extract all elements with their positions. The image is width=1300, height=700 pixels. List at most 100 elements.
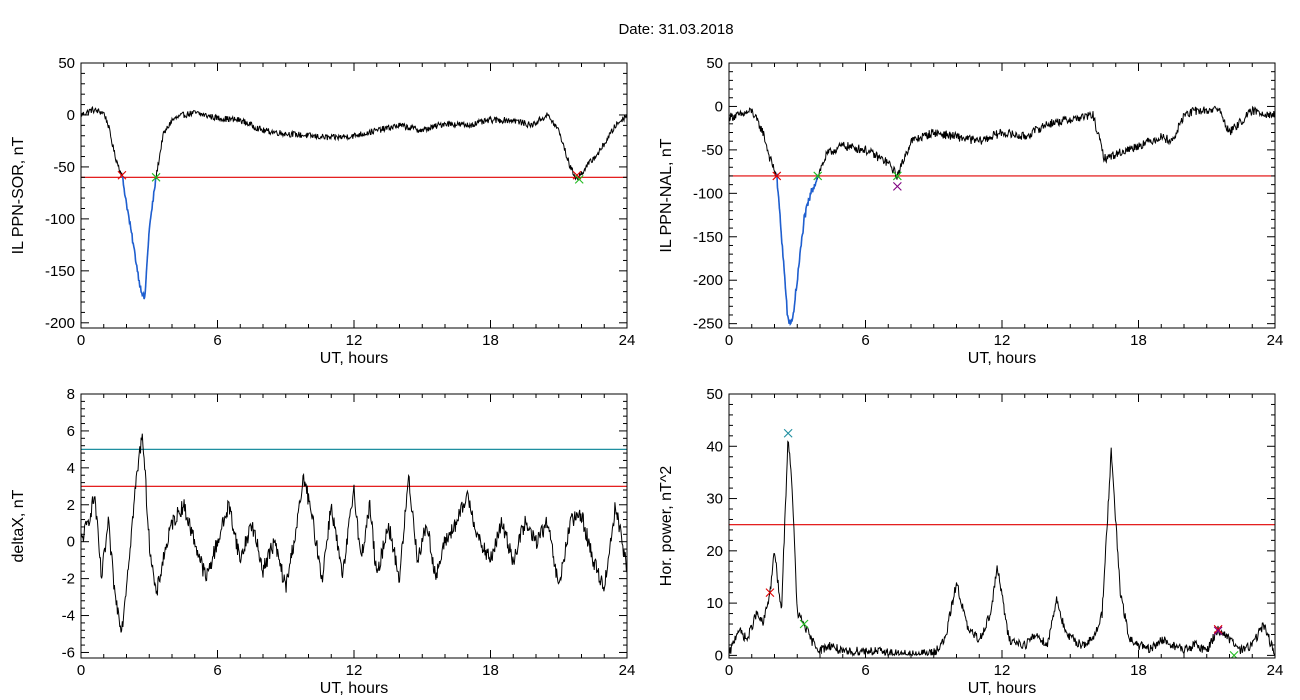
y-tick-label: 0 <box>715 647 723 664</box>
y-tick-label: -6 <box>62 644 75 661</box>
y-tick-label: -4 <box>62 608 75 625</box>
y-tick-label: -150 <box>45 263 75 280</box>
y-tick-label: -200 <box>693 272 723 289</box>
y-axis-label: deltaX, nT <box>10 489 27 562</box>
y-tick-label: 6 <box>67 423 75 440</box>
x-tick-label: 6 <box>213 332 221 349</box>
x-tick-label: 18 <box>1130 332 1147 349</box>
y-axis-label: IL PPN-NAL, nT <box>658 138 675 252</box>
event-marker-stroke <box>892 181 902 191</box>
event-marker-2 <box>799 619 809 629</box>
event-marker-1 <box>783 428 793 438</box>
plot-area <box>81 433 627 633</box>
highlighted-event-segment <box>121 175 157 300</box>
panel-il-ppn-sor: 0 6 12 18 24 50 0 -50 -100 -150 -200 UT, hours IL PP… <box>10 55 635 367</box>
event-marker-stroke <box>572 170 582 180</box>
x-axis-label: UT, hours <box>320 350 388 367</box>
event-marker-stroke <box>813 171 823 181</box>
event-marker-stroke <box>1213 624 1223 634</box>
figure-title: Date: 31.03.2018 <box>618 21 733 38</box>
y-tick-label: -100 <box>45 211 75 228</box>
y-tick-label: -250 <box>693 316 723 333</box>
y-tick-label: 50 <box>706 386 723 403</box>
event-marker-stroke <box>117 170 127 180</box>
y-tick-label: 0 <box>67 534 75 551</box>
plot-area <box>729 105 1275 327</box>
event-marker-0 <box>117 170 127 180</box>
y-axis-label: IL PPN-SOR, nT <box>10 136 27 254</box>
plot-area <box>729 428 1275 658</box>
x-tick-label: 0 <box>725 332 733 349</box>
panel-delta-x: 0 6 12 18 24 8 6 4 2 0 -2 -4 -6 UT, hours deltaX, nT <box>10 386 635 697</box>
x-tick-label: 18 <box>482 332 499 349</box>
x-tick-label: 12 <box>994 662 1011 679</box>
x-tick-label: 12 <box>994 332 1011 349</box>
x-tick-label: 0 <box>77 332 85 349</box>
event-marker-2 <box>892 181 902 191</box>
y-tick-label: 30 <box>706 491 723 508</box>
x-tick-label: 24 <box>1267 332 1284 349</box>
event-marker-3 <box>892 171 902 181</box>
y-axis-label: Hor. power, nT^2 <box>658 466 675 587</box>
series-line-0 <box>729 440 1275 657</box>
y-tick-label: -200 <box>45 315 75 332</box>
panel-hor-power: 0 6 12 18 24 50 40 30 20 10 0 UT, hours Hor. power, … <box>658 386 1283 697</box>
plot-frame <box>728 62 1276 329</box>
y-tick-label: -150 <box>693 229 723 246</box>
x-axis-label: UT, hours <box>320 680 388 697</box>
event-marker-2 <box>572 170 582 180</box>
x-tick-label: 0 <box>725 662 733 679</box>
plot-area <box>81 105 627 300</box>
y-tick-label: 40 <box>706 438 723 455</box>
event-marker-stroke <box>892 171 902 181</box>
y-tick-label: -2 <box>62 571 75 588</box>
y-tick-label: -50 <box>701 142 723 159</box>
y-tick-label: -100 <box>693 185 723 202</box>
series-line-0 <box>729 105 1275 326</box>
event-marker-stroke <box>1230 650 1239 658</box>
x-tick-label: 6 <box>861 332 869 349</box>
event-marker-4 <box>1213 626 1223 636</box>
event-marker-stroke <box>151 172 161 182</box>
x-tick-label: 24 <box>619 662 636 679</box>
event-marker-3 <box>1213 624 1223 634</box>
y-tick-label: 50 <box>706 55 723 72</box>
x-tick-label: 18 <box>1130 662 1147 679</box>
x-tick-label: 6 <box>861 662 869 679</box>
event-marker-stroke <box>772 171 782 181</box>
x-tick-label: 24 <box>1267 662 1284 679</box>
x-tick-label: 12 <box>346 332 363 349</box>
event-marker-0 <box>765 588 775 598</box>
event-marker-5 <box>1229 650 1239 658</box>
plot-frame <box>728 393 1276 659</box>
y-tick-label: 10 <box>706 595 723 612</box>
x-tick-label: 6 <box>213 662 221 679</box>
y-tick-label: -50 <box>53 159 75 176</box>
x-axis-label: UT, hours <box>968 350 1036 367</box>
highlighted-event-segment <box>776 173 819 327</box>
x-tick-label: 18 <box>482 662 499 679</box>
series-line-0 <box>81 433 627 633</box>
y-tick-label: 0 <box>67 107 75 124</box>
event-marker-stroke <box>799 619 809 629</box>
event-marker-stroke <box>1213 626 1223 636</box>
x-tick-label: 12 <box>346 662 363 679</box>
x-axis-label: UT, hours <box>968 680 1036 697</box>
event-marker-stroke <box>765 588 775 598</box>
y-tick-label: 20 <box>706 543 723 560</box>
y-tick-label: 0 <box>715 98 723 115</box>
event-marker-1 <box>813 171 823 181</box>
y-tick-label: 50 <box>58 55 75 72</box>
y-tick-label: 2 <box>67 497 75 514</box>
event-marker-0 <box>772 171 782 181</box>
event-marker-stroke <box>574 175 584 184</box>
series-line-0 <box>81 105 627 300</box>
y-tick-label: 4 <box>67 460 75 477</box>
x-tick-label: 0 <box>77 662 85 679</box>
plot-frame <box>80 62 628 329</box>
event-marker-3 <box>574 175 584 184</box>
event-marker-1 <box>151 172 161 182</box>
event-marker-stroke <box>783 428 793 438</box>
y-tick-label: 8 <box>67 386 75 403</box>
